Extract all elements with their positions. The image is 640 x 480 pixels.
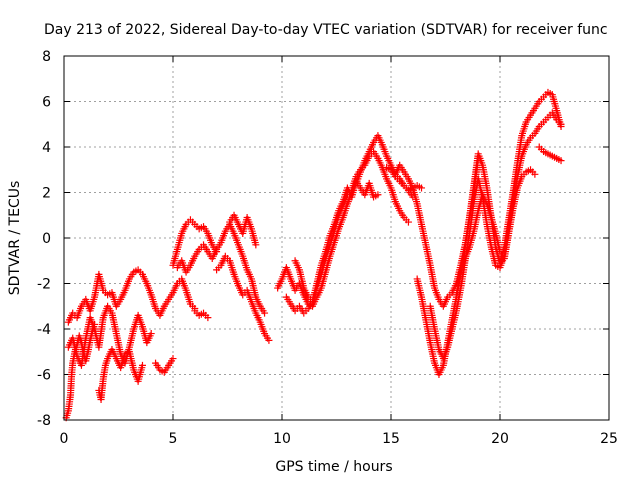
- data-point-s13: [374, 191, 382, 199]
- x-tick-label: 10: [273, 431, 291, 447]
- x-tick-label: 0: [60, 431, 69, 447]
- data-point-s9: [204, 314, 212, 322]
- x-tick-label: 20: [491, 431, 509, 447]
- y-tick-label: -8: [37, 413, 51, 429]
- y-tick-label: 6: [42, 95, 51, 111]
- y-tick-label: 0: [42, 231, 51, 247]
- data-point-s18: [557, 157, 565, 165]
- y-tick-label: 2: [42, 186, 51, 202]
- x-tick-label: 25: [600, 431, 618, 447]
- data-points: [62, 88, 565, 422]
- y-tick-label: -6: [37, 368, 51, 384]
- x-axis-title: GPS time / hours: [275, 459, 392, 475]
- y-axis-title: SDTVAR / TECUs: [7, 181, 23, 296]
- y-tick-label: 8: [42, 49, 51, 65]
- plot-frame: [63, 55, 610, 421]
- data-point-s5: [169, 355, 177, 363]
- y-tick-label: -4: [37, 322, 51, 338]
- data-point-s12: [404, 218, 412, 226]
- data-point-s3: [91, 320, 99, 328]
- data-point-s8: [265, 336, 273, 344]
- data-point-s17: [531, 170, 539, 178]
- y-tick-label: 4: [42, 140, 51, 156]
- data-point-s10: [252, 241, 260, 249]
- tick-labels: 0 5 10 15 20 25 -8 -6 -4 -2 0 2 4 6 8: [37, 49, 618, 447]
- data-point-s19: [418, 184, 426, 192]
- x-tick-label: 15: [382, 431, 400, 447]
- data-point-s7: [261, 309, 269, 317]
- data-point-s2: [147, 330, 155, 338]
- chart-title: Day 213 of 2022, Sidereal Day-to-day VTE…: [44, 22, 608, 38]
- y-tick-label: -2: [37, 277, 51, 293]
- data-point-s4: [138, 361, 146, 369]
- x-tick-label: 5: [169, 431, 178, 447]
- data-point-s16: [557, 120, 565, 128]
